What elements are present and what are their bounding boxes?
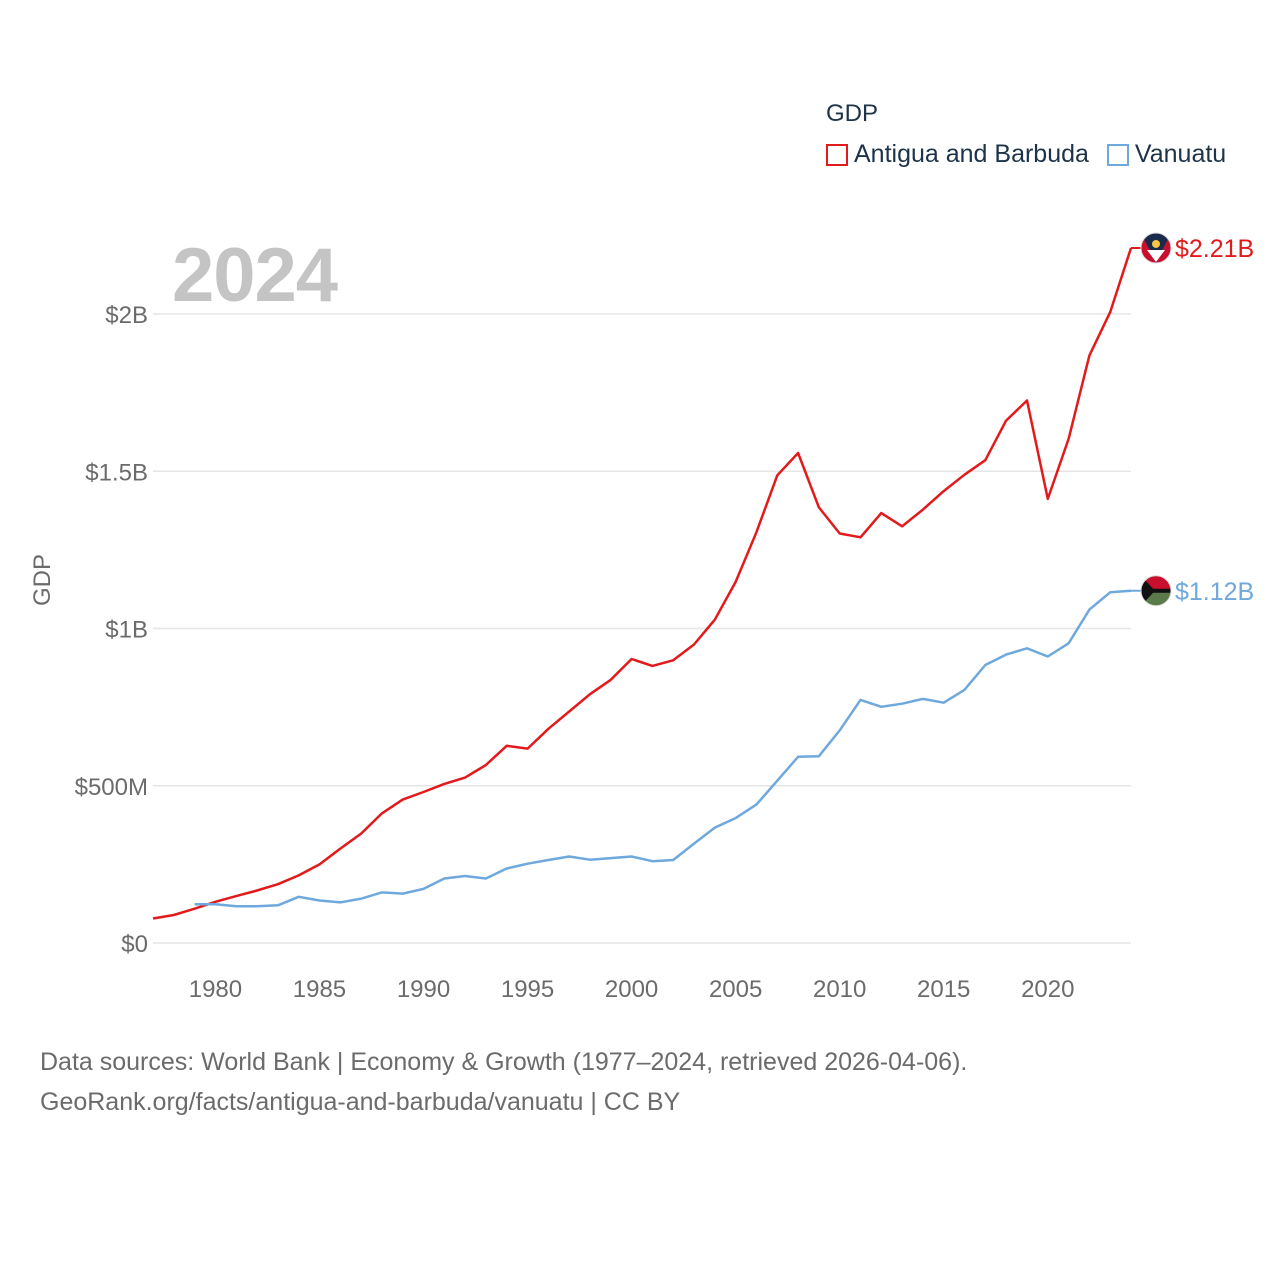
y-tick-label: $2B bbox=[105, 302, 148, 329]
legend-item-vanuatu[interactable]: Vanuatu bbox=[1106, 140, 1227, 169]
x-tick-label: 2020 bbox=[1021, 976, 1074, 1003]
y-axis-ticks: $0 $500M $1B $1.5B $2B bbox=[75, 302, 148, 958]
y-axis-title: GDP bbox=[29, 554, 56, 606]
y-tick-label: $1.5B bbox=[85, 459, 148, 486]
legend-swatch-vanuatu bbox=[1106, 143, 1129, 166]
legend-swatch-antigua-and-barbuda bbox=[826, 143, 848, 166]
flag-ring-antigua-and-barbuda bbox=[1140, 232, 1172, 264]
flag-icon-vanuatu bbox=[1141, 575, 1171, 606]
year-watermark: 2024 bbox=[172, 233, 338, 318]
x-tick-label: 1985 bbox=[293, 976, 346, 1003]
end-value-label-vanuatu: $1.12B bbox=[1175, 578, 1254, 606]
y-tick-label: $500M bbox=[75, 774, 148, 801]
x-tick-label: 1995 bbox=[501, 976, 554, 1003]
x-axis-ticks: 1980 1985 1990 1995 2000 2005 2010 2015 2020 bbox=[189, 976, 1075, 1003]
x-tick-label: 1990 bbox=[397, 976, 450, 1003]
flag-ring-vanuatu bbox=[1140, 575, 1172, 607]
series-line-antigua-and-barbuda bbox=[152, 247, 1133, 920]
x-tick-label: 1980 bbox=[189, 976, 242, 1003]
footer-link[interactable]: GeoRank.org/facts/antigua-and-barbuda/va… bbox=[40, 1088, 681, 1116]
grid-lines bbox=[153, 313, 1131, 944]
legend-item-antigua-and-barbuda[interactable]: Antigua and Barbuda bbox=[826, 140, 1089, 169]
legend-title: GDP bbox=[826, 100, 879, 127]
legend-label-antigua-and-barbuda: Antigua and Barbuda bbox=[854, 140, 1089, 168]
y-tick-label: $1B bbox=[105, 617, 148, 644]
footer: Data sources: World Bank | Economy & Gro… bbox=[40, 1042, 967, 1122]
footer-source: Data sources: World Bank | Economy & Gro… bbox=[40, 1048, 968, 1076]
flag-icon-antigua-and-barbuda bbox=[1141, 232, 1171, 263]
x-tick-label: 2015 bbox=[917, 976, 970, 1003]
x-tick-label: 2005 bbox=[709, 976, 762, 1003]
series-end-markers: $2.21B $1.12B bbox=[1131, 232, 1254, 607]
series-line-vanuatu bbox=[194, 589, 1132, 908]
x-tick-label: 2000 bbox=[605, 976, 658, 1003]
legend: GDP Antigua and Barbuda Vanuatu bbox=[826, 100, 1226, 169]
series-lines bbox=[152, 247, 1133, 920]
x-tick-label: 2010 bbox=[813, 976, 866, 1003]
y-tick-label: $0 bbox=[121, 931, 148, 958]
end-value-label-antigua-and-barbuda: $2.21B bbox=[1175, 235, 1254, 263]
legend-label-vanuatu: Vanuatu bbox=[1134, 140, 1227, 168]
